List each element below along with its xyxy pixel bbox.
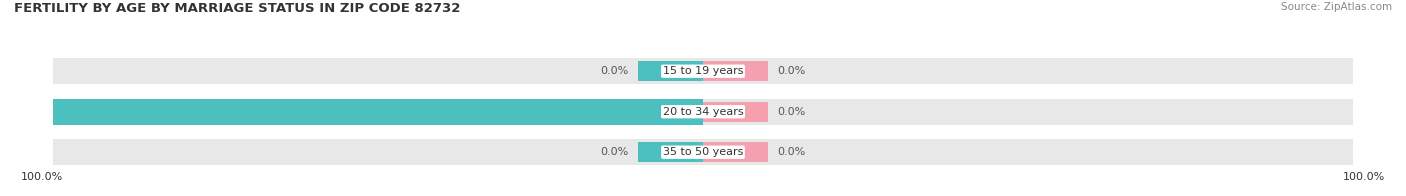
Bar bbox=[703, 142, 768, 162]
Bar bbox=[638, 102, 703, 122]
Bar bbox=[703, 61, 768, 81]
Text: 15 to 19 years: 15 to 19 years bbox=[662, 66, 744, 76]
Bar bbox=[53, 99, 703, 125]
Text: 100.0%: 100.0% bbox=[0, 107, 44, 117]
Text: 0.0%: 0.0% bbox=[778, 66, 806, 76]
Bar bbox=[638, 61, 703, 81]
Bar bbox=[53, 99, 703, 125]
Text: 100.0%: 100.0% bbox=[1343, 172, 1385, 182]
Bar bbox=[703, 139, 1353, 165]
Bar bbox=[703, 102, 768, 122]
Text: 0.0%: 0.0% bbox=[600, 66, 628, 76]
Text: FERTILITY BY AGE BY MARRIAGE STATUS IN ZIP CODE 82732: FERTILITY BY AGE BY MARRIAGE STATUS IN Z… bbox=[14, 2, 460, 15]
Bar bbox=[53, 58, 703, 84]
Text: Source: ZipAtlas.com: Source: ZipAtlas.com bbox=[1281, 2, 1392, 12]
Text: 20 to 34 years: 20 to 34 years bbox=[662, 107, 744, 117]
Text: 35 to 50 years: 35 to 50 years bbox=[662, 147, 744, 157]
Bar bbox=[53, 139, 703, 165]
Text: 0.0%: 0.0% bbox=[600, 147, 628, 157]
Text: 100.0%: 100.0% bbox=[21, 172, 63, 182]
Text: 0.0%: 0.0% bbox=[778, 107, 806, 117]
Bar bbox=[703, 58, 1353, 84]
Bar bbox=[703, 99, 1353, 125]
Text: 0.0%: 0.0% bbox=[778, 147, 806, 157]
Bar bbox=[638, 142, 703, 162]
